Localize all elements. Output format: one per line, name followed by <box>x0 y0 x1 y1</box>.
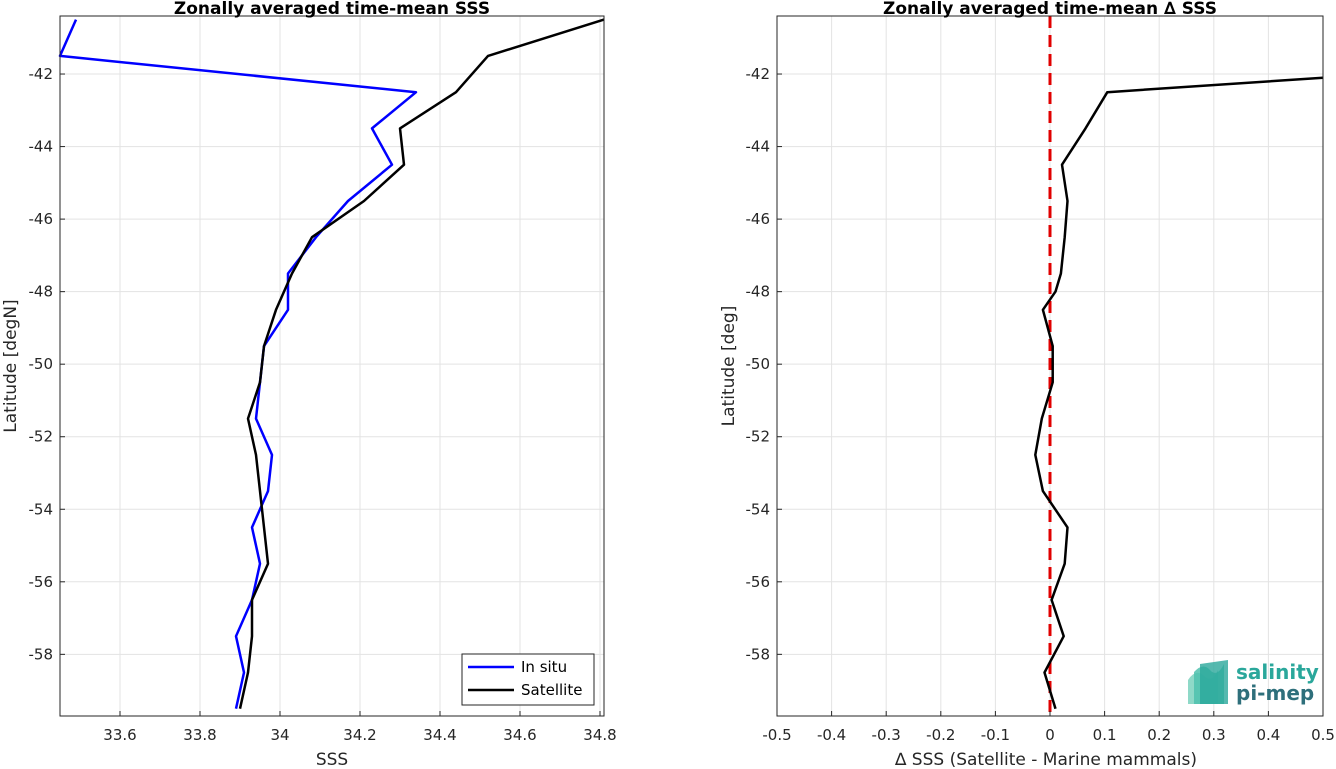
logo-waves-icon <box>1188 660 1228 704</box>
delta-sss-y-tick-label: -48 <box>746 283 771 301</box>
logo-line2: pi-mep <box>1236 681 1314 705</box>
sss-gridlines <box>60 16 604 716</box>
sss-axes-frame <box>59 15 605 717</box>
delta-sss-y-tick-label: -52 <box>746 428 771 446</box>
sss-y-ticks: -58 -56 -54 -52 -50 -48 -46 -44 -42 <box>29 65 65 663</box>
sss-y-tick-label: -56 <box>29 573 54 591</box>
delta-sss-x-tick-label: -0.1 <box>981 726 1010 744</box>
legend-in-situ-label: In situ <box>521 658 567 676</box>
delta-sss-chart-title: Zonally averaged time-mean ∆ SSS <box>883 0 1217 19</box>
delta-sss-series-delta <box>1034 76 1324 710</box>
delta-sss-x-tick-label: -0.2 <box>926 726 955 744</box>
sss-y-tick-label: -46 <box>29 210 54 228</box>
sss-x-ticks: 33.6 33.8 34 34.2 34.4 34.6 34.8 <box>103 711 617 744</box>
sss-x-tick-label: 34.4 <box>423 726 456 744</box>
sss-y-tick-label: -58 <box>29 645 54 663</box>
delta-sss-y-tick-label: -58 <box>746 645 771 663</box>
sss-x-axis-label: SSS <box>316 750 348 769</box>
delta-sss-y-tick-label: -50 <box>746 355 771 373</box>
sss-y-tick-label: -54 <box>29 500 54 518</box>
delta-sss-x-tick-label: 0.1 <box>1093 726 1117 744</box>
sss-x-tick-label: 34.6 <box>503 726 536 744</box>
delta-sss-x-axis-label: ∆ SSS (Satellite - Marine mammals) <box>894 750 1197 769</box>
delta-sss-x-tick-label: 0.2 <box>1147 726 1171 744</box>
legend-satellite-label: Satellite <box>521 681 582 699</box>
delta-sss-y-tick-label: -56 <box>746 573 771 591</box>
delta-sss-y-axis-label: Latitude [deg] <box>719 306 739 427</box>
sss-y-tick-label: -44 <box>29 138 54 156</box>
sss-x-tick-label: 34.2 <box>343 726 376 744</box>
salinity-pi-mep-logo: salinity pi-mep <box>1188 660 1319 705</box>
delta-sss-y-ticks: -58 -56 -54 -52 -50 -48 -46 -44 -42 <box>746 65 782 663</box>
sss-y-tick-label: -42 <box>29 65 54 83</box>
delta-sss-x-tick-label: 0.4 <box>1256 726 1280 744</box>
sss-x-tick-label: 33.8 <box>183 726 216 744</box>
delta-sss-y-tick-label: -42 <box>746 65 771 83</box>
sss-y-tick-label: -48 <box>29 283 54 301</box>
sss-y-tick-label: -52 <box>29 428 54 446</box>
delta-sss-x-tick-label: 0.5 <box>1311 726 1335 744</box>
delta-sss-x-tick-label: -0.4 <box>817 726 846 744</box>
sss-legend: In situ Satellite <box>461 653 595 706</box>
delta-sss-y-tick-label: -46 <box>746 210 771 228</box>
sss-series-lines <box>58 18 605 709</box>
sss-x-tick-label: 34 <box>270 726 289 744</box>
legend-box <box>461 653 595 706</box>
delta-sss-x-tick-label: 0 <box>1045 726 1055 744</box>
delta-sss-x-tick-label: 0.3 <box>1202 726 1226 744</box>
delta-sss-y-tick-label: -54 <box>746 500 771 518</box>
delta-sss-x-tick-label: -0.3 <box>872 726 901 744</box>
sss-x-tick-label: 34.8 <box>583 726 616 744</box>
sss-x-tick-label: 33.6 <box>103 726 136 744</box>
sss-series-satellite <box>238 18 605 709</box>
logo-line1: salinity <box>1236 660 1319 684</box>
sss-panel: 33.6 33.8 34 34.2 34.4 34.6 34.8 -58-56-54-52-… <box>1 0 617 769</box>
delta-sss-series-lines <box>1034 76 1324 710</box>
delta-sss-panel: -0.5 -0.4 -0.3 -0.2 -0.1 0 0.1 0.2 0.3 0.4 0.5 -58… <box>719 0 1335 769</box>
delta-sss-x-tick-label: -0.5 <box>762 726 791 744</box>
sss-chart-title: Zonally averaged time-mean SSS <box>174 0 490 19</box>
sss-y-axis-label: Latitude [degN] <box>1 299 21 432</box>
sss-y-tick-label: -50 <box>29 355 54 373</box>
delta-sss-x-ticks: -0.5 -0.4 -0.3 -0.2 -0.1 0 0.1 0.2 0.3 0.4 0.5 <box>762 711 1335 744</box>
delta-sss-y-tick-label: -44 <box>746 138 771 156</box>
